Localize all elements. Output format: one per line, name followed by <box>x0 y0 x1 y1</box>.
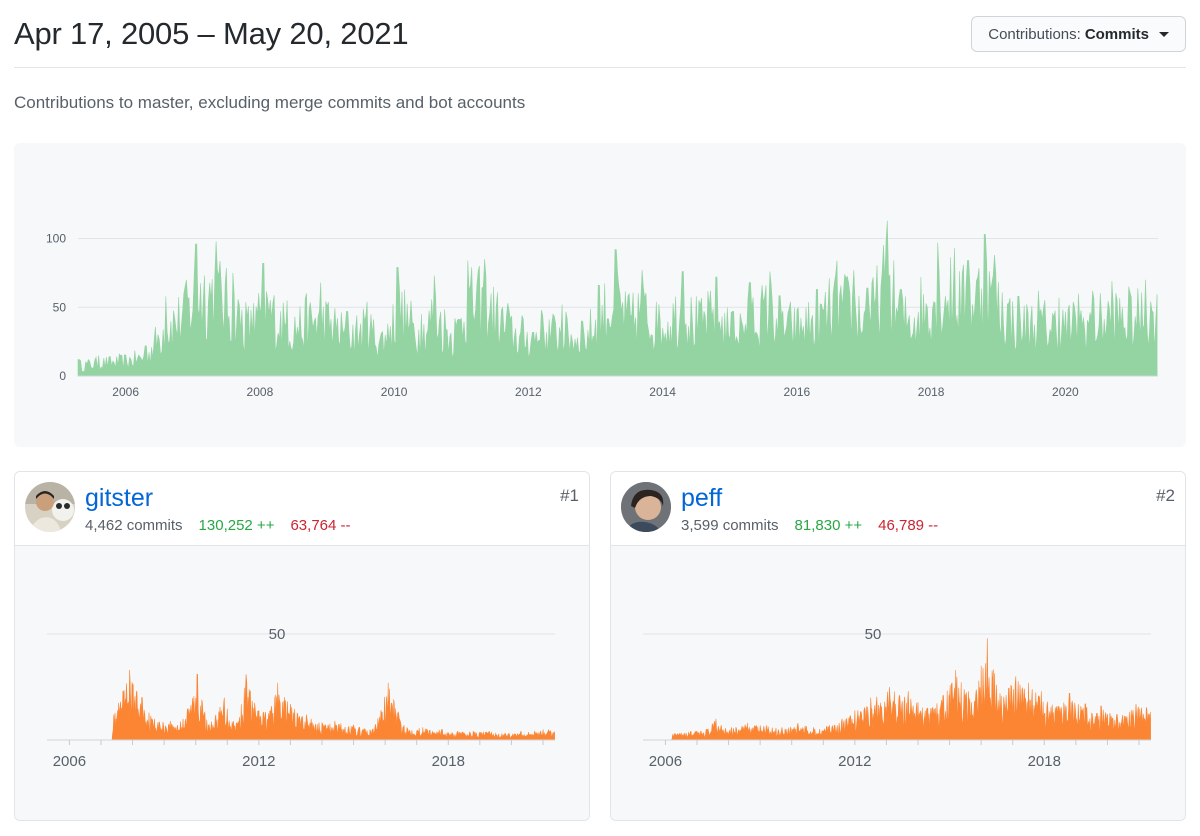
additions-count: 81,830 ++ <box>794 517 863 534</box>
contributor-card-header: peff 3,599 commits 81,830 ++ 46,789 -- #… <box>611 472 1185 546</box>
main-chart-svg: 0 50 100 2006 2008 2010 2012 2014 2016 2018 2020 <box>46 220 1158 399</box>
y-tick-label: 50 <box>269 626 286 643</box>
contributor-rank: #2 <box>1156 486 1175 505</box>
series-area <box>643 638 1151 741</box>
x-tick-label: 2006 <box>649 753 682 770</box>
additions-count: 130,252 ++ <box>198 517 275 534</box>
deletions-count: 63,764 -- <box>290 517 351 534</box>
deletions-count: 46,789 -- <box>878 517 939 534</box>
y-tick-label: 50 <box>865 626 882 643</box>
y-tick-label: 100 <box>46 232 66 246</box>
x-tick-label: 2006 <box>53 753 86 770</box>
x-tick-label: 2008 <box>247 385 274 399</box>
contributor-chart: 50 2006 2012 2018 <box>15 546 589 820</box>
contributor-card: peff 3,599 commits 81,830 ++ 46,789 -- #… <box>610 471 1186 821</box>
y-tick-label: 50 <box>53 300 67 314</box>
x-tick-label: 2006 <box>112 385 139 399</box>
x-tick-label: 2010 <box>381 385 408 399</box>
series-area <box>77 220 1158 377</box>
commit-count[interactable]: 4,462 commits <box>85 517 183 534</box>
avatar[interactable] <box>621 482 671 532</box>
x-tick-label: 2018 <box>918 385 945 399</box>
contributor-username[interactable]: gitster <box>85 484 154 512</box>
commit-count[interactable]: 3,599 commits <box>681 517 779 534</box>
contributor-card-header: gitster 4,462 commits 130,252 ++ 63,764 … <box>15 472 589 546</box>
contributor-chart-svg: 50 2006 2012 2018 <box>47 626 555 770</box>
chart-subtitle: Contributions to master, excluding merge… <box>14 93 526 112</box>
caret-down-icon <box>1159 31 1169 37</box>
page-header: Apr 17, 2005 – May 20, 2021 Contribution… <box>14 0 1186 68</box>
contributor-stats: 3,599 commits 81,830 ++ 46,789 -- <box>681 517 938 534</box>
x-tick-label: 2012 <box>242 753 275 770</box>
avatar[interactable] <box>25 482 75 532</box>
y-tick-label: 0 <box>59 369 66 383</box>
x-tick-label: 2018 <box>432 753 465 770</box>
x-tick-label: 2014 <box>649 385 676 399</box>
x-tick-label: 2018 <box>1028 753 1061 770</box>
x-tick-label: 2012 <box>515 385 542 399</box>
contributions-type-select[interactable]: Contributions: Commits <box>971 16 1186 52</box>
contributions-select-value: Commits <box>1084 25 1149 43</box>
x-tick-label: 2020 <box>1052 385 1079 399</box>
contributor-username[interactable]: peff <box>681 484 723 512</box>
contributor-chart: 50 2006 2012 2018 <box>611 546 1185 820</box>
contributor-stats: 4,462 commits 130,252 ++ 63,764 -- <box>85 517 351 534</box>
contributions-select-label: Contributions: <box>988 25 1081 43</box>
series-area <box>47 669 555 741</box>
date-range-title: Apr 17, 2005 – May 20, 2021 <box>14 16 409 51</box>
main-contributions-chart: 0 50 100 2006 2008 2010 2012 2014 2016 2018 2020 <box>14 143 1186 447</box>
contributor-rank: #1 <box>560 486 579 505</box>
x-tick-label: 2016 <box>784 385 811 399</box>
x-tick-label: 2012 <box>838 753 871 770</box>
contributor-chart-svg: 50 2006 2012 2018 <box>643 626 1151 770</box>
contributor-card: gitster 4,462 commits 130,252 ++ 63,764 … <box>14 471 590 821</box>
